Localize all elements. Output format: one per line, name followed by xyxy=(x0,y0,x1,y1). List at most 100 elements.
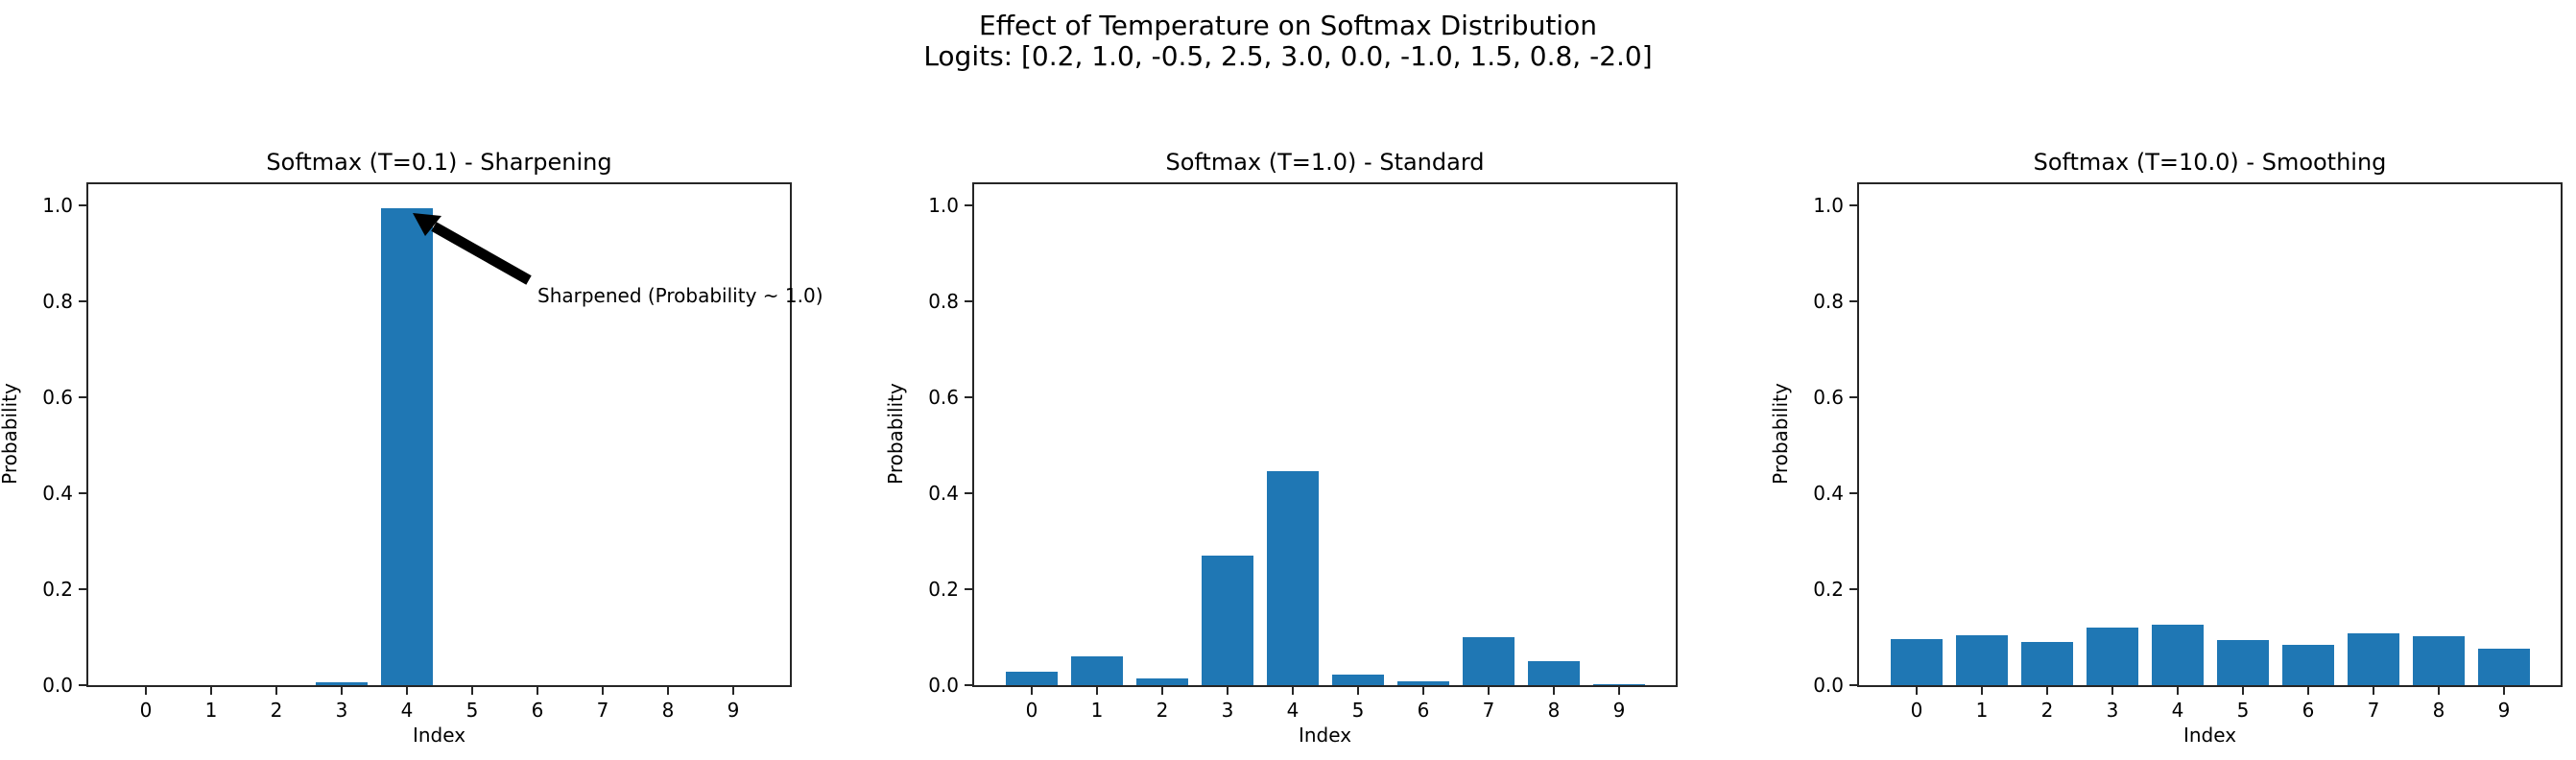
x-tick-label: 1 xyxy=(1090,699,1104,722)
bar-9 xyxy=(1593,683,1645,685)
x-tick-label: 7 xyxy=(596,699,609,722)
y-tick-label: 0.4 xyxy=(42,482,73,505)
bar-4 xyxy=(1267,470,1319,685)
y-tick xyxy=(79,204,86,206)
x-tick-label: 6 xyxy=(531,699,544,722)
x-tick xyxy=(2307,687,2309,695)
bar-7 xyxy=(1463,637,1515,685)
plot-area xyxy=(1857,182,2563,687)
x-tick xyxy=(2438,687,2440,695)
x-tick xyxy=(275,687,277,695)
x-tick xyxy=(732,687,734,695)
x-tick xyxy=(537,687,538,695)
x-tick-label: 0 xyxy=(139,699,153,722)
y-tick xyxy=(965,588,972,590)
y-tick-label: 0.8 xyxy=(928,290,959,313)
x-tick xyxy=(1031,687,1033,695)
bar-3 xyxy=(316,681,368,685)
x-tick-label: 3 xyxy=(335,699,348,722)
x-tick xyxy=(1227,687,1228,695)
subplot-title: Softmax (T=0.1) - Sharpening xyxy=(266,149,612,176)
x-tick-label: 5 xyxy=(2236,699,2250,722)
x-tick-label: 1 xyxy=(1975,699,1989,722)
x-tick-label: 5 xyxy=(1351,699,1365,722)
y-tick xyxy=(1849,588,1857,590)
bar-2 xyxy=(1136,678,1188,685)
x-tick-label: 2 xyxy=(2040,699,2054,722)
y-tick-label: 0.2 xyxy=(1813,578,1844,601)
x-tick-label: 4 xyxy=(400,699,414,722)
y-axis-label: Probability xyxy=(1769,383,1792,485)
y-axis-label: Probability xyxy=(884,383,907,485)
x-axis-label: Index xyxy=(412,724,466,747)
x-tick xyxy=(1618,687,1620,695)
bar-6 xyxy=(2282,644,2334,685)
x-tick-label: 4 xyxy=(2171,699,2184,722)
x-tick xyxy=(602,687,604,695)
plot-area xyxy=(86,182,792,687)
x-tick xyxy=(1981,687,1983,695)
bar-1 xyxy=(1956,635,2008,685)
y-tick xyxy=(79,588,86,590)
bar-0 xyxy=(1006,672,1058,685)
bar-7 xyxy=(2348,632,2399,685)
x-tick-label: 3 xyxy=(1221,699,1234,722)
x-tick xyxy=(1161,687,1163,695)
bar-4 xyxy=(381,208,433,685)
subplot-title: Softmax (T=1.0) - Standard xyxy=(1165,149,1485,176)
y-tick xyxy=(1849,204,1857,206)
x-tick xyxy=(1916,687,1918,695)
bar-1 xyxy=(1071,655,1123,685)
x-tick-label: 9 xyxy=(727,699,740,722)
y-tick xyxy=(79,396,86,398)
x-tick-label: 6 xyxy=(1417,699,1430,722)
x-tick-label: 1 xyxy=(204,699,218,722)
y-tick-label: 0.0 xyxy=(1813,674,1844,697)
y-tick-label: 0.6 xyxy=(42,386,73,409)
x-tick xyxy=(2046,687,2048,695)
x-tick xyxy=(2373,687,2374,695)
x-tick-label: 2 xyxy=(270,699,283,722)
x-tick-label: 5 xyxy=(465,699,479,722)
y-tick xyxy=(1849,492,1857,494)
y-tick-label: 1.0 xyxy=(42,194,73,217)
y-tick xyxy=(965,684,972,686)
bar-3 xyxy=(1202,555,1253,685)
y-tick xyxy=(79,684,86,686)
x-tick xyxy=(1357,687,1359,695)
bar-8 xyxy=(2413,636,2465,685)
x-tick xyxy=(1096,687,1098,695)
y-tick xyxy=(79,492,86,494)
x-tick-label: 6 xyxy=(2302,699,2315,722)
x-tick xyxy=(406,687,408,695)
x-tick xyxy=(1422,687,1424,695)
y-tick xyxy=(965,204,972,206)
suptitle-line-1: Effect of Temperature on Softmax Distrib… xyxy=(979,10,1597,41)
x-tick xyxy=(210,687,212,695)
x-tick-label: 3 xyxy=(2106,699,2119,722)
y-tick-label: 0.8 xyxy=(1813,290,1844,313)
x-tick xyxy=(2503,687,2505,695)
x-axis-label: Index xyxy=(1298,724,1352,747)
x-axis-label: Index xyxy=(2182,724,2237,747)
y-tick-label: 0.0 xyxy=(42,674,73,697)
y-tick-label: 0.8 xyxy=(42,290,73,313)
bar-6 xyxy=(1397,680,1449,685)
x-tick xyxy=(667,687,669,695)
bar-0 xyxy=(1891,639,1943,685)
x-tick xyxy=(1553,687,1555,695)
y-tick-label: 0.0 xyxy=(928,674,959,697)
x-tick xyxy=(341,687,343,695)
y-tick xyxy=(1849,396,1857,398)
x-tick-label: 9 xyxy=(2497,699,2511,722)
x-tick-label: 9 xyxy=(1612,699,1626,722)
x-tick xyxy=(145,687,147,695)
y-tick xyxy=(1849,684,1857,686)
x-tick xyxy=(2177,687,2179,695)
annotation-text: Sharpened (Probability ~ 1.0) xyxy=(537,284,823,307)
y-tick xyxy=(1849,300,1857,302)
bar-8 xyxy=(1528,661,1580,685)
bar-4 xyxy=(2152,624,2204,685)
x-tick-label: 2 xyxy=(1156,699,1169,722)
x-tick-label: 0 xyxy=(1025,699,1038,722)
